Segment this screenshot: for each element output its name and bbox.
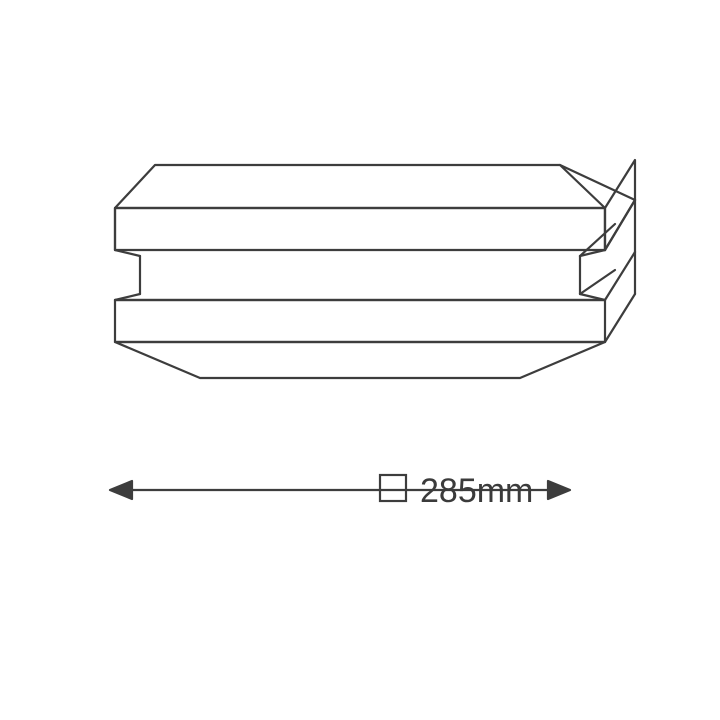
square-dimension-icon — [380, 475, 406, 501]
dimension-label: 285mm — [420, 472, 533, 510]
dimension-drawing: 285mm — [0, 0, 720, 720]
